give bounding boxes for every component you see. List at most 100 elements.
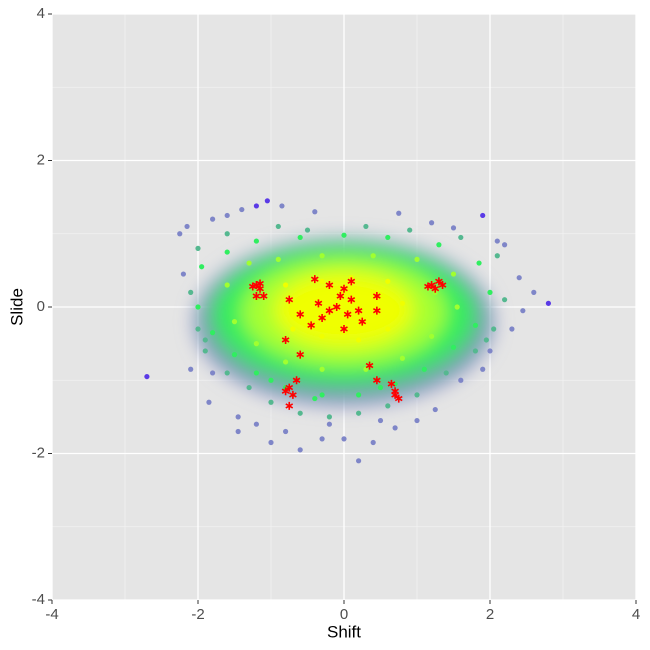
point	[494, 238, 500, 244]
point	[480, 366, 486, 372]
y-tick-label: -2	[32, 444, 45, 461]
point	[520, 308, 526, 314]
point	[253, 370, 259, 376]
y-tick-label: -4	[32, 591, 45, 608]
star-point	[285, 401, 294, 410]
point	[297, 410, 303, 416]
point	[487, 289, 493, 295]
point	[385, 403, 391, 409]
point	[275, 256, 281, 262]
point	[210, 370, 216, 376]
point	[414, 392, 420, 398]
point	[275, 223, 281, 230]
star-point	[394, 394, 403, 403]
point	[224, 249, 230, 255]
star-point	[343, 310, 352, 319]
star-point	[314, 299, 323, 308]
star-point	[391, 390, 399, 399]
point	[283, 282, 289, 288]
point	[283, 359, 289, 365]
point	[502, 297, 508, 303]
point	[450, 271, 457, 277]
point	[363, 297, 369, 303]
density-cloud	[194, 238, 494, 406]
point	[279, 203, 285, 209]
point	[224, 231, 230, 237]
star-point	[372, 292, 381, 301]
point	[319, 436, 325, 442]
point	[450, 344, 457, 350]
point	[199, 264, 205, 270]
point	[144, 373, 150, 380]
point	[454, 304, 460, 310]
point	[188, 366, 194, 372]
star-point	[307, 321, 316, 330]
star-point	[347, 277, 356, 286]
star-point	[431, 284, 440, 293]
point	[268, 377, 274, 383]
point	[509, 326, 515, 332]
star-point	[296, 310, 305, 319]
point	[414, 417, 420, 424]
point	[224, 370, 230, 376]
star-point	[325, 306, 334, 315]
point	[253, 238, 259, 244]
star-point	[296, 350, 305, 359]
point	[356, 392, 362, 398]
point	[297, 234, 303, 241]
point	[396, 210, 402, 216]
x-tick-label: 2	[486, 606, 494, 623]
point	[483, 337, 489, 343]
point	[312, 395, 318, 402]
point	[392, 425, 398, 431]
point	[385, 278, 391, 284]
star-point	[372, 306, 381, 315]
point	[319, 253, 325, 259]
point	[319, 278, 325, 284]
point	[341, 232, 347, 238]
star-point	[248, 282, 257, 291]
point	[188, 289, 194, 295]
x-tick-label: 4	[632, 606, 640, 623]
point	[235, 428, 241, 435]
star-point	[347, 295, 356, 304]
point	[385, 326, 391, 332]
point	[450, 225, 457, 231]
star-point	[310, 275, 319, 284]
point	[326, 414, 332, 420]
star-point	[259, 292, 268, 301]
point	[231, 352, 238, 358]
star-point	[387, 379, 396, 388]
point	[356, 458, 362, 464]
star-point	[281, 387, 290, 396]
point	[210, 216, 216, 222]
point	[429, 220, 435, 226]
star-point	[365, 361, 374, 370]
point	[363, 223, 369, 230]
star-point	[252, 292, 261, 301]
point	[491, 326, 497, 332]
point	[268, 399, 274, 405]
point	[436, 242, 442, 248]
point	[341, 304, 347, 310]
point	[494, 253, 500, 259]
point	[545, 300, 552, 306]
point	[195, 326, 201, 332]
star-point	[292, 376, 301, 385]
star-point	[435, 277, 443, 286]
star-point	[281, 335, 290, 344]
star-point	[354, 306, 363, 315]
point	[399, 300, 405, 306]
point	[246, 260, 252, 266]
point	[319, 392, 325, 398]
y-tick-label: 2	[37, 151, 45, 168]
points	[144, 198, 552, 464]
point	[385, 234, 391, 241]
star-point	[336, 292, 345, 301]
point	[184, 223, 190, 230]
point	[476, 260, 482, 266]
point	[195, 304, 201, 310]
star-point	[289, 390, 297, 399]
point	[304, 227, 311, 233]
